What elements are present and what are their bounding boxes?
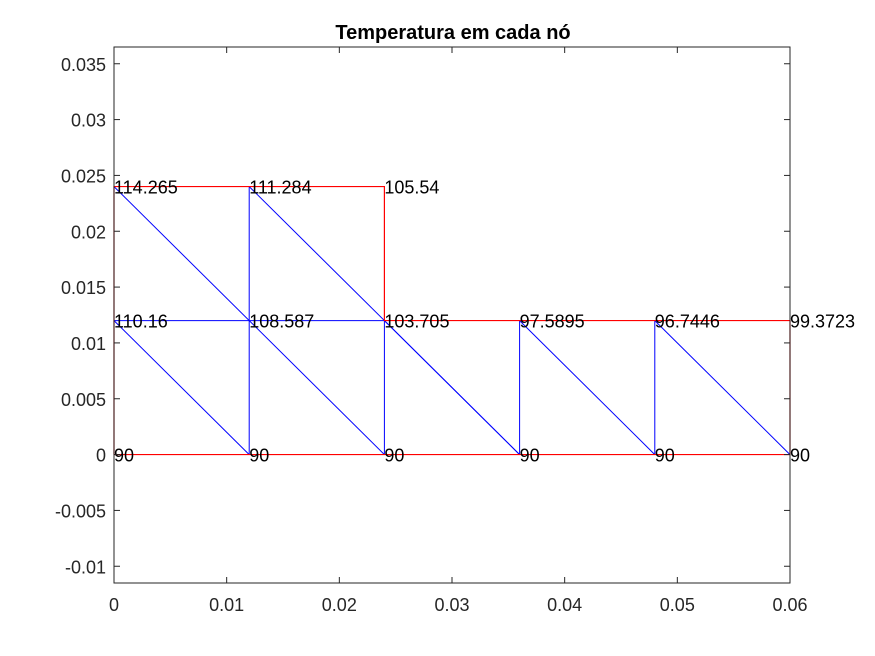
- x-tick-label: 0.06: [772, 595, 807, 615]
- node-label-8: 103.705: [384, 312, 449, 332]
- chart-title: Temperatura em cada nó: [335, 22, 570, 44]
- axes: 0 0.01 0.02 0.03 0.04 0.05 0.06 -0.01 -0.005 0 0.0…: [55, 46, 808, 615]
- node-label-11: 99.3723: [790, 312, 855, 332]
- y-tick-label: -0.005: [55, 501, 106, 521]
- node-label-10: 96.7446: [655, 312, 720, 332]
- node-label-13: 111.284: [249, 178, 311, 198]
- y-tick-label: 0.025: [61, 166, 106, 186]
- x-tick-label: 0: [109, 595, 119, 615]
- mesh-edge-8: [384, 320, 520, 455]
- node-label-2: 90: [384, 446, 404, 466]
- node-label-3: 90: [520, 446, 540, 466]
- y-tick-label: 0: [96, 446, 106, 466]
- node-label-7: 108.587: [249, 312, 314, 332]
- mesh-edge-7: [113, 320, 250, 455]
- node-label-5: 90: [790, 446, 810, 466]
- node-label-9: 97.5895: [520, 312, 585, 332]
- y-tick-label: -0.01: [65, 557, 106, 577]
- node-label-6: 110.16: [114, 312, 168, 332]
- y-tick-label: 0.005: [61, 390, 106, 410]
- x-tick-label: 0.04: [547, 595, 582, 615]
- y-tick-label: 0.02: [71, 222, 106, 242]
- node-label-0: 90: [114, 446, 134, 466]
- mesh-edge-5: [113, 186, 385, 455]
- y-tick-label: 0.015: [61, 278, 106, 298]
- node-label-12: 114.265: [114, 178, 178, 198]
- node-label-1: 90: [249, 446, 269, 466]
- x-tick-label: 0.01: [209, 595, 244, 615]
- x-tick-label: 0.02: [322, 595, 357, 615]
- mesh-edge-10: [654, 320, 791, 455]
- y-tick-label: 0.035: [61, 55, 106, 75]
- plot-area: 90 90 90 90 90 90 110.16 108.587 103.705 97.5895 9…: [113, 178, 855, 466]
- x-tick-label: 0.05: [660, 595, 695, 615]
- node-label-4: 90: [655, 446, 675, 466]
- y-tick-label: 0.03: [71, 111, 106, 131]
- node-label-14: 105.54: [384, 178, 439, 198]
- mesh-edge-9: [519, 320, 656, 455]
- x-tick-label: 0.03: [434, 595, 469, 615]
- y-tick-label: 0.01: [71, 334, 106, 354]
